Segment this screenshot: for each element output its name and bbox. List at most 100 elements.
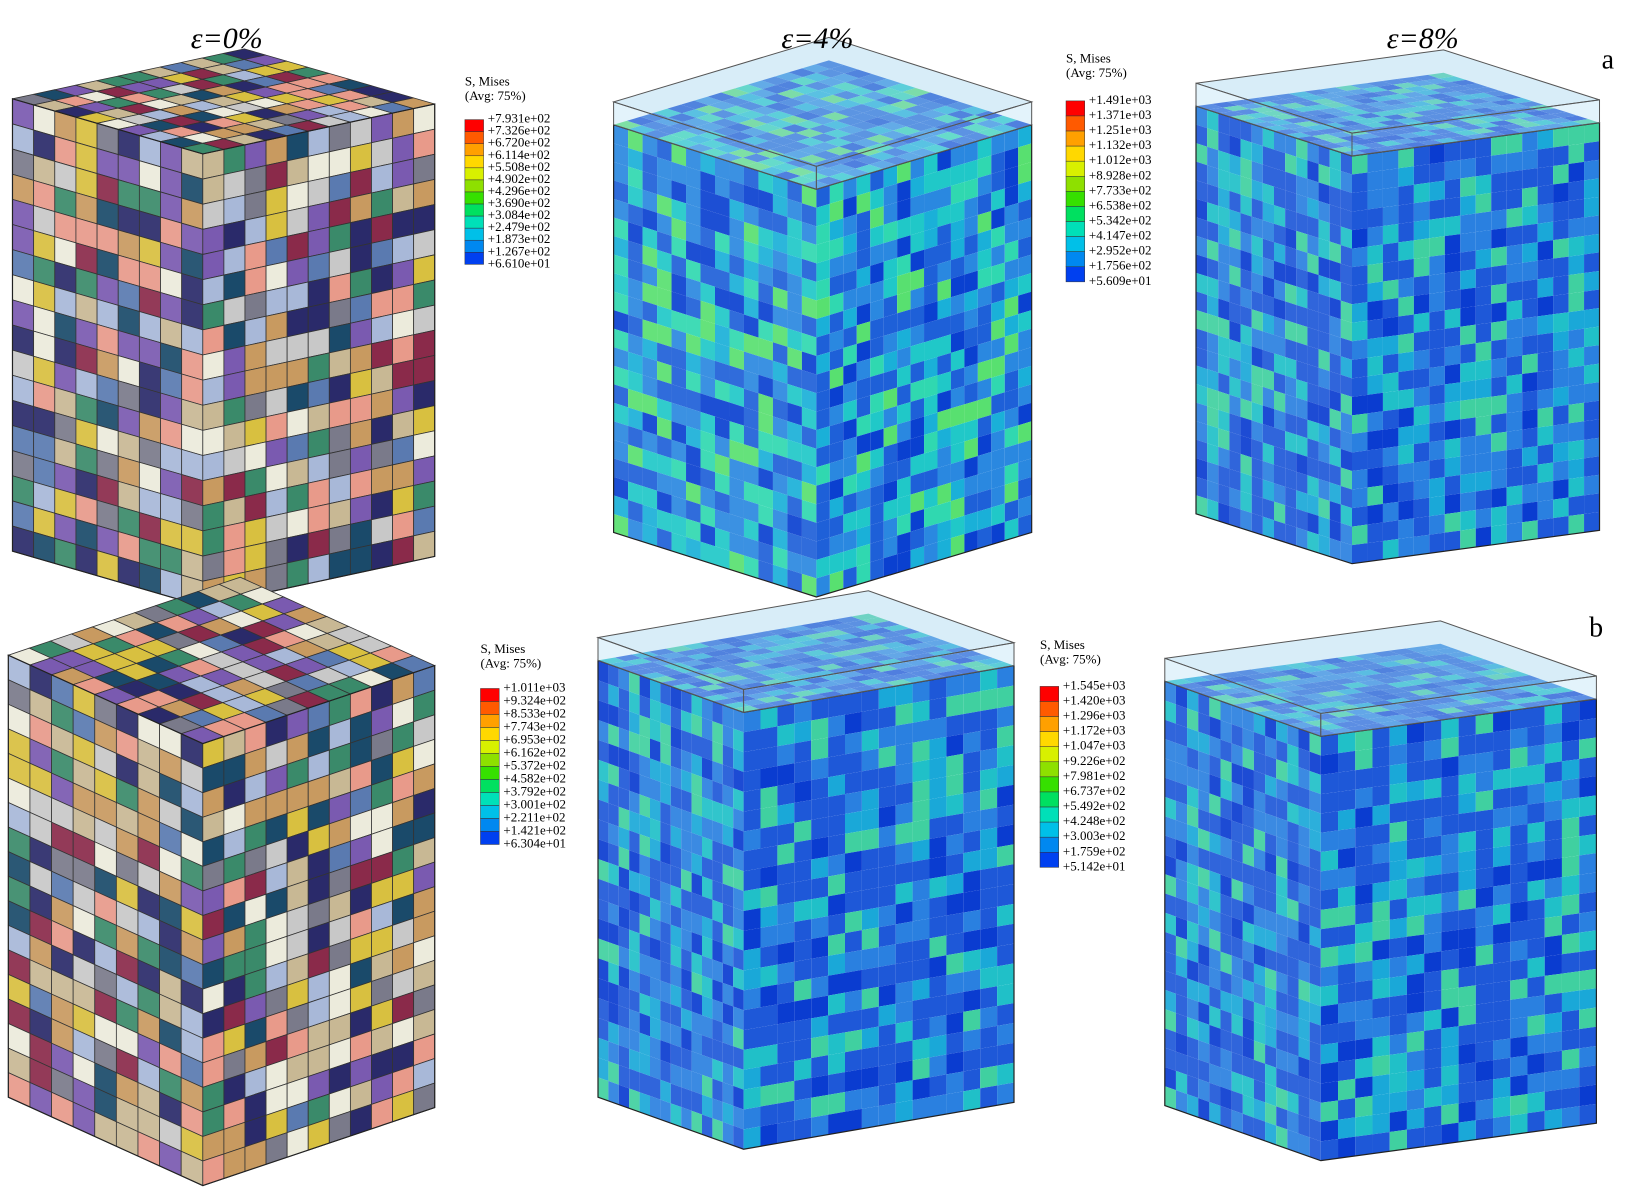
mesh-cell [1501,103,1529,110]
mesh-cell [1367,170,1383,191]
mesh-cell [895,1100,913,1123]
mesh-cell [265,260,288,292]
mesh-cell [598,799,609,823]
mesh-cell [1382,168,1399,189]
mesh-cell [670,1083,682,1108]
mesh-cell [828,833,845,857]
mesh-cell [1483,90,1511,97]
mesh-cell [895,901,913,925]
mesh-cell [660,841,671,866]
mesh-cell [712,1058,723,1083]
mesh-cell [650,996,661,1021]
mesh-cell [642,449,658,473]
mesh-cell [1278,123,1305,129]
mesh-cell [1229,376,1241,399]
mesh-cell [910,286,925,310]
mesh-cell [811,797,829,820]
mesh-cell [1291,106,1318,113]
mesh-cell [681,948,692,972]
mesh-cell [1262,368,1274,391]
mesh-cell [608,1041,619,1065]
mesh-cell [991,225,1005,249]
legend-value: +7.733e+02 [1089,182,1152,197]
mesh-cell [1522,334,1538,356]
mesh-cell [712,879,723,904]
mesh-cell [924,505,938,528]
legend-value: +6.610e+01 [488,255,551,270]
mesh-cell [964,400,978,423]
mesh-cell [1413,516,1430,537]
mesh-cell [642,486,658,510]
mesh-cell [1491,376,1507,397]
mesh-cell [1460,287,1476,309]
mesh-cell [650,738,661,763]
mesh-cell [950,441,965,465]
mesh-cell [1262,275,1274,298]
mesh-cell [829,533,844,556]
mesh-cell [202,450,225,482]
mesh-cell [1537,221,1554,243]
mesh-cell [598,858,609,883]
mesh-cell [1475,809,1494,831]
mesh-cell [1196,143,1208,166]
mesh-cell [1231,897,1243,921]
mesh-cell [800,172,829,181]
mesh-cell [1579,949,1597,972]
mesh-cell [1460,343,1476,364]
mesh-cell [1274,483,1286,506]
mesh-cell [733,768,744,792]
mesh-cell [1537,388,1554,410]
mesh-cell [1338,1040,1356,1062]
mesh-cell [963,790,981,814]
mesh-cell [1309,905,1321,930]
mesh-cell [870,521,884,544]
mesh-cell [1018,143,1032,166]
mesh-cell [671,347,687,371]
mesh-cell [1207,332,1219,355]
mesh-cell [1349,139,1377,145]
mesh-cell [878,844,896,868]
mesh-cell [1320,122,1348,129]
mesh-cell [1406,1069,1425,1092]
mesh-cell [1251,494,1263,517]
mesh-cell [758,522,773,547]
mesh-cell [1379,99,1407,106]
mesh-cell [1584,456,1600,477]
mesh-cell [1276,971,1288,995]
mesh-cell [1444,234,1461,255]
mesh-cell [829,181,844,204]
mesh-cell [946,892,964,916]
mesh-cell [722,863,734,888]
mesh-cell [671,139,700,148]
mesh-cell [1441,1006,1459,1029]
mesh-cell [910,472,925,495]
mesh-cell [861,867,879,891]
mesh-cell [1262,386,1274,410]
mesh-cell [758,244,773,269]
mesh-cell [1196,272,1208,295]
mesh-cell [749,89,778,98]
mesh-cell [1196,495,1208,518]
mesh-cell [1544,1050,1562,1073]
mesh-cell [639,1032,650,1057]
mesh-cell [265,160,288,192]
mesh-cell [1209,735,1221,759]
mesh-cell [897,216,911,240]
mesh-cell [903,96,932,106]
mesh-cell [349,318,372,349]
mesh-cell [1296,193,1308,216]
mesh-cell [686,499,701,524]
mesh-cell [743,808,761,832]
mesh-cell [870,447,884,470]
mesh-cell [702,856,713,880]
mesh-cell [628,518,643,542]
mesh-cell [937,186,951,209]
mesh-cell [1382,260,1399,282]
mesh-cell [608,842,619,867]
mesh-cell [1207,294,1219,318]
mesh-cell [413,229,436,260]
mesh-cell [671,421,687,445]
mesh-cell [1510,843,1528,865]
mesh-cell [743,1047,761,1070]
mesh-cell [715,416,730,440]
